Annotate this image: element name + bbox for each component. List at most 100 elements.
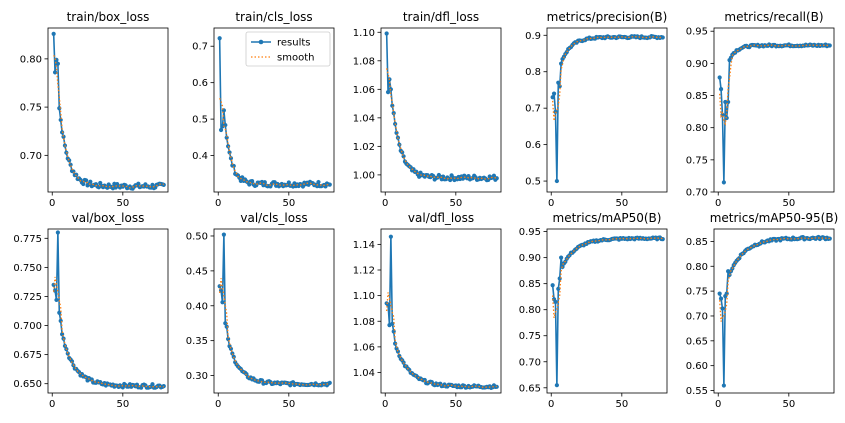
- panel-metrics-precision-b: metrics/precision(B) 0.5 0.6 0.7 0.8 0.9 0 50: [525, 10, 668, 209]
- results-point: [220, 300, 225, 305]
- x-tick-label: 0: [382, 399, 388, 410]
- chart-title: metrics/recall(B): [724, 10, 823, 24]
- results-point: [247, 182, 252, 187]
- results-point: [827, 43, 832, 48]
- panel-val-box-loss: val/box_loss 0.650 0.675 0.700 0.725 0.750 0.7…: [13, 211, 169, 410]
- smooth-line: [719, 237, 830, 322]
- axes-frame: [546, 27, 668, 193]
- results-point: [388, 234, 393, 239]
- results-line: [551, 236, 663, 386]
- results-point: [227, 150, 232, 155]
- y-tick-label: 0.85: [686, 91, 708, 102]
- y-tick-label: 0.90: [686, 59, 708, 70]
- x-tick-label: 50: [116, 198, 129, 209]
- results-point: [385, 90, 391, 95]
- y-tick-label: 1.06: [353, 85, 375, 96]
- results-point: [721, 180, 726, 185]
- panel-train-box-loss: train/box_loss 0.70 0.75 0.80 0 50: [20, 10, 169, 209]
- x-tick-label: 50: [282, 198, 295, 209]
- x-tick-label: 0: [715, 399, 721, 410]
- chart-title: metrics/precision(B): [547, 10, 668, 24]
- y-tick-label: 0.650: [13, 379, 42, 390]
- x-tick-label: 0: [548, 399, 554, 410]
- y-tick-label: 0.725: [13, 292, 42, 303]
- axes-frame: [713, 27, 835, 193]
- plot-area: [51, 230, 166, 390]
- y-tick-label: 1.14: [353, 240, 375, 251]
- results-point: [84, 178, 89, 183]
- results-point: [228, 346, 234, 351]
- legend-box: [245, 31, 331, 67]
- results-point: [718, 296, 724, 301]
- x-tick-label: 0: [49, 399, 55, 410]
- x-tick-label: 0: [715, 198, 721, 209]
- y-tick-label: 0.85: [519, 279, 541, 290]
- axes-frame: [213, 228, 335, 394]
- y-tick-label: 0.675: [13, 350, 42, 361]
- panel-metrics-recall-b: metrics/recall(B) 0.70 0.75 0.80 0.85 0.90 0.9…: [686, 10, 835, 209]
- results-point: [718, 87, 724, 92]
- results-point: [721, 383, 726, 388]
- results-point: [393, 341, 398, 346]
- results-point: [250, 179, 255, 184]
- plot-area: [717, 42, 832, 185]
- results-point: [51, 282, 56, 287]
- axes-frame: [546, 228, 668, 394]
- panel-train-cls-loss: train/cls_loss 0.4 0.5 0.6 0.7 0 50 results smoo…: [192, 10, 335, 209]
- x-tick-label: 0: [215, 198, 221, 209]
- results-point: [54, 297, 59, 303]
- axes-frame: [380, 27, 502, 193]
- smooth-line: [386, 292, 497, 388]
- y-tick-label: 0.8: [525, 67, 541, 78]
- panel-val-dfl-loss: val/dfl_loss 1.04 1.06 1.08 1.10 1.12 1.14 0 50: [353, 211, 502, 410]
- results-point: [554, 178, 559, 184]
- chart-title: train/box_loss: [67, 10, 150, 24]
- results-point: [217, 284, 222, 289]
- axes-frame: [47, 27, 169, 193]
- results-point: [81, 181, 86, 187]
- y-tick-label: 1.00: [353, 170, 375, 181]
- x-tick-label: 0: [382, 198, 388, 209]
- y-tick-label: 0.90: [519, 253, 541, 264]
- y-tick-label: 0.65: [686, 336, 708, 347]
- x-tick-label: 0: [49, 198, 55, 209]
- x-tick-label: 50: [282, 399, 295, 410]
- y-tick-label: 0.70: [686, 188, 708, 199]
- results-point: [61, 134, 66, 139]
- results-point: [224, 135, 229, 140]
- y-tick-label: 0.55: [686, 386, 708, 397]
- y-tick-label: 0.7: [192, 42, 208, 53]
- results-point: [550, 95, 555, 100]
- results-point: [67, 158, 72, 163]
- results-point: [390, 321, 395, 326]
- results-point: [554, 383, 559, 388]
- y-tick-label: 0.95: [686, 27, 708, 38]
- axes-frame: [380, 228, 502, 394]
- results-point: [384, 31, 389, 36]
- results-point: [74, 172, 79, 177]
- y-tick-label: 1.02: [353, 142, 375, 153]
- y-tick-label: 0.75: [20, 103, 42, 114]
- results-point: [553, 109, 558, 114]
- results-point: [559, 255, 564, 260]
- results-point: [52, 70, 58, 75]
- chart-title: train/dfl_loss: [403, 10, 479, 24]
- y-tick-label: 0.5: [525, 177, 541, 188]
- results-point: [150, 182, 155, 188]
- plot-area: [51, 31, 166, 191]
- results-point: [226, 336, 231, 342]
- results-point: [551, 91, 557, 96]
- results-point: [55, 230, 60, 235]
- y-tick-label: 0.35: [186, 336, 208, 347]
- results-point: [316, 179, 321, 185]
- y-tick-label: 0.70: [686, 311, 708, 322]
- y-tick-label: 1.08: [353, 317, 375, 328]
- results-point: [150, 382, 155, 387]
- results-line: [551, 35, 663, 182]
- plot-area: [384, 234, 499, 390]
- y-tick-label: 0.65: [519, 383, 541, 394]
- y-tick-label: 0.75: [686, 287, 708, 298]
- y-tick-label: 0.50: [186, 231, 208, 242]
- smooth-line: [386, 68, 497, 180]
- results-point: [717, 291, 722, 296]
